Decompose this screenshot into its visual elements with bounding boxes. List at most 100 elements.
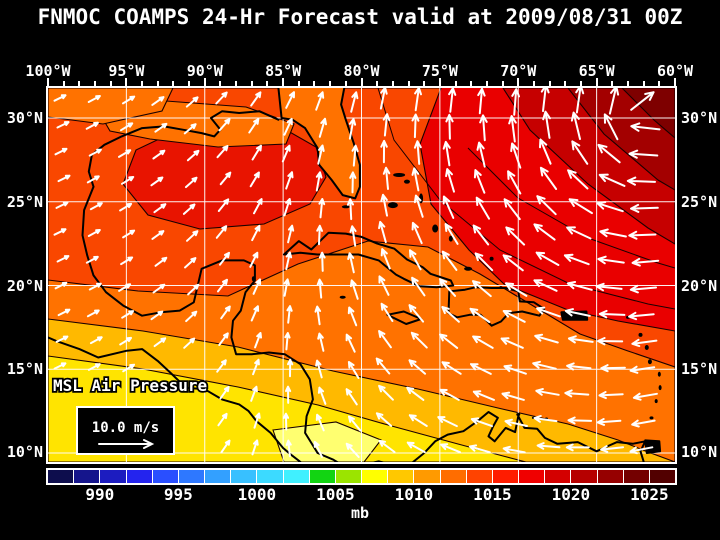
colorbar-segment bbox=[100, 470, 126, 483]
longitude-tick bbox=[47, 78, 49, 86]
right-axis-label: 30°N bbox=[681, 109, 718, 127]
colorbar-segment bbox=[492, 470, 519, 483]
colorbar-tick-label: 990 bbox=[85, 485, 115, 504]
longitude-tick bbox=[564, 81, 567, 86]
top-axis-label: 85°W bbox=[265, 62, 302, 80]
longitude-tick bbox=[391, 81, 394, 86]
longitude-tick bbox=[642, 81, 645, 86]
longitude-tick bbox=[438, 78, 441, 86]
top-axis-label: 75°W bbox=[421, 62, 458, 80]
longitude-tick bbox=[250, 81, 253, 86]
longitude-tick bbox=[485, 81, 488, 86]
longitude-tick bbox=[78, 81, 81, 86]
left-axis-label: 25°N bbox=[6, 193, 43, 211]
colorbar-segment bbox=[388, 470, 414, 483]
right-axis-label: 20°N bbox=[681, 277, 718, 295]
right-axis-label: 10°N bbox=[681, 443, 718, 461]
longitude-tick bbox=[266, 81, 269, 86]
longitude-tick bbox=[517, 78, 520, 86]
longitude-tick bbox=[109, 81, 112, 86]
longitude-tick bbox=[501, 81, 504, 86]
page-title: FNMOC COAMPS 24-Hr Forecast valid at 200… bbox=[37, 5, 683, 29]
longitude-tick bbox=[674, 78, 676, 86]
longitude-tick bbox=[579, 81, 582, 86]
colorbar-segment bbox=[152, 470, 178, 483]
longitude-tick bbox=[454, 81, 457, 86]
longitude-tick bbox=[188, 81, 191, 86]
longitude-tick bbox=[282, 78, 285, 86]
colorbar-tick-label: 1020 bbox=[551, 485, 591, 504]
longitude-tick bbox=[203, 78, 206, 86]
wind-legend: 10.0 m/s bbox=[76, 406, 175, 455]
longitude-tick bbox=[470, 81, 473, 86]
colorbar-segment bbox=[126, 470, 152, 483]
colorbar-segment bbox=[623, 470, 649, 483]
colorbar-segment bbox=[178, 470, 205, 483]
field-label: MSL Air Pressure bbox=[53, 376, 207, 395]
colorbar-segment bbox=[231, 470, 257, 483]
longitude-tick bbox=[329, 81, 332, 86]
left-axis-label: 30°N bbox=[6, 109, 43, 127]
colorbar-tick-label: 1025 bbox=[630, 485, 669, 504]
right-axis-label: 15°N bbox=[681, 360, 718, 378]
colorbar-segment bbox=[74, 470, 100, 483]
top-axis-label: 65°W bbox=[578, 62, 615, 80]
colorbar-segment bbox=[414, 470, 440, 483]
colorbar-tick-label: 995 bbox=[163, 485, 193, 504]
top-axis-label: 60°W bbox=[656, 62, 694, 80]
left-axis-label: 20°N bbox=[6, 277, 43, 295]
longitude-tick bbox=[407, 81, 410, 86]
longitude-tick bbox=[219, 81, 222, 86]
colorbar-segment bbox=[597, 470, 623, 483]
colorbar-segment bbox=[440, 470, 466, 483]
colorbar-segment bbox=[649, 470, 676, 483]
colorbar-unit: mb bbox=[350, 504, 370, 522]
longitude-tick bbox=[548, 81, 551, 86]
top-axis-label: 100°W bbox=[25, 62, 71, 80]
colorbar-segment bbox=[309, 470, 335, 483]
colorbar bbox=[46, 468, 677, 485]
longitude-tick bbox=[141, 81, 144, 86]
pressure-map-canvas: MSL Air Pressure 10.0 m/s bbox=[48, 88, 675, 462]
longitude-tick bbox=[94, 81, 97, 86]
longitude-tick bbox=[313, 81, 316, 86]
colorbar-segment bbox=[48, 470, 74, 483]
colorbar-tick-label: 1000 bbox=[237, 485, 277, 504]
left-axis-label: 10°N bbox=[6, 443, 43, 461]
colorbar-segment bbox=[257, 470, 283, 483]
longitude-tick bbox=[532, 81, 535, 86]
longitude-tick bbox=[344, 81, 347, 86]
colorbar-segment bbox=[466, 470, 492, 483]
longitude-tick bbox=[423, 81, 426, 86]
longitude-tick bbox=[658, 81, 661, 86]
top-axis-label: 90°W bbox=[186, 62, 223, 80]
left-axis-label: 15°N bbox=[6, 360, 43, 378]
longitude-tick bbox=[172, 81, 175, 86]
colorbar-segment bbox=[362, 470, 388, 483]
longitude-tick bbox=[297, 81, 300, 86]
longitude-tick bbox=[595, 78, 598, 86]
longitude-tick bbox=[156, 81, 159, 86]
longitude-tick bbox=[626, 81, 629, 86]
longitude-tick bbox=[360, 78, 363, 86]
longitude-tick bbox=[376, 81, 379, 86]
colorbar-segment bbox=[545, 470, 571, 483]
top-axis-label: 70°W bbox=[500, 62, 537, 80]
colorbar-segment bbox=[571, 470, 597, 483]
colorbar-segment bbox=[283, 470, 309, 483]
colorbar-tick-label: 1010 bbox=[394, 485, 434, 504]
colorbar-segment bbox=[335, 470, 362, 483]
longitude-tick bbox=[125, 78, 128, 86]
top-axis-label: 95°W bbox=[108, 62, 145, 80]
top-axis-label: 80°W bbox=[343, 62, 380, 80]
longitude-tick bbox=[235, 81, 238, 86]
colorbar-segment bbox=[519, 470, 545, 483]
colorbar-tick-label: 1005 bbox=[316, 485, 355, 504]
wind-reference-label: 10.0 m/s bbox=[92, 420, 159, 436]
longitude-tick bbox=[62, 81, 65, 86]
colorbar-tick-label: 1015 bbox=[473, 485, 512, 504]
longitude-tick bbox=[611, 81, 614, 86]
colorbar-segment bbox=[205, 470, 231, 483]
right-axis-label: 25°N bbox=[681, 193, 718, 211]
